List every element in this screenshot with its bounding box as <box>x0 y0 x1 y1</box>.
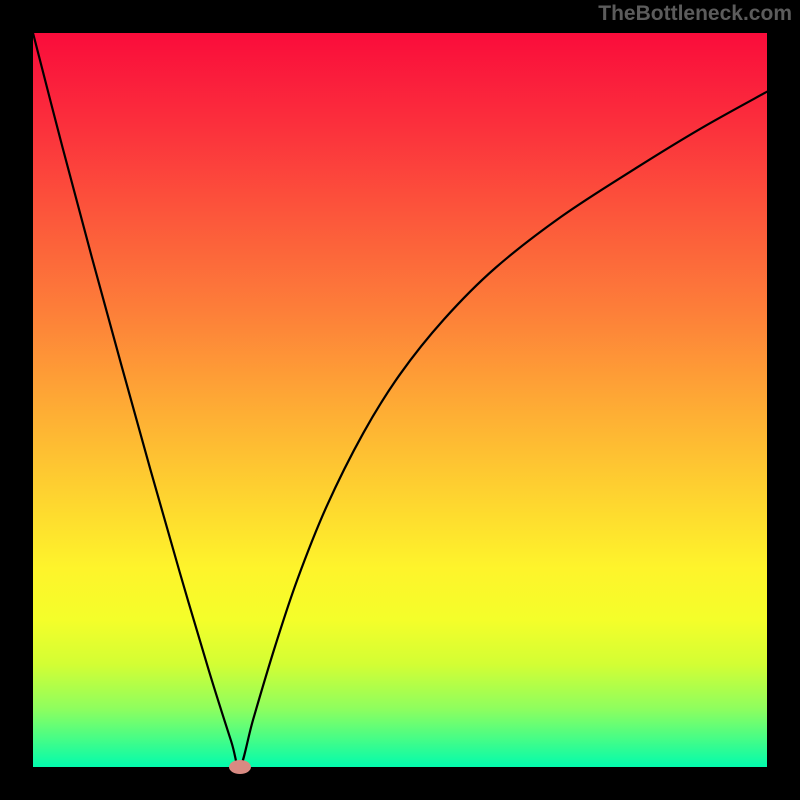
chart-svg <box>0 0 800 800</box>
plot-background <box>33 33 767 767</box>
watermark-text: TheBottleneck.com <box>598 2 792 26</box>
minimum-marker <box>229 760 251 774</box>
chart-container: TheBottleneck.com <box>0 0 800 800</box>
